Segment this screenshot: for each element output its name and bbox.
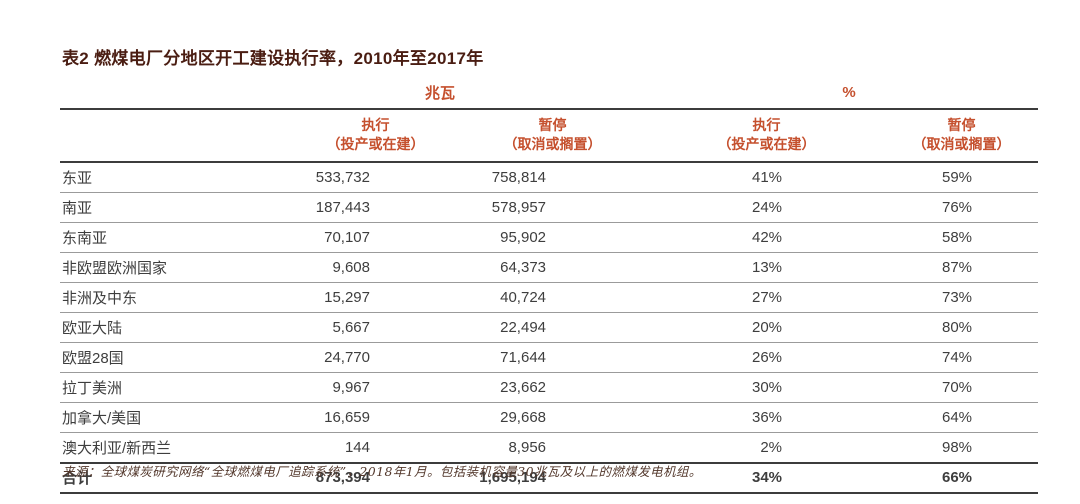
value-cell: 20% [660, 312, 864, 343]
mw-group-header: 兆瓦 [260, 82, 661, 110]
value-cell: 758,814 [465, 161, 661, 193]
value-cell: 30% [660, 372, 864, 403]
table-title: 表2 燃煤电厂分地区开工建设执行率，2010年至2017年 [62, 49, 484, 68]
header-line1: 暂停 [538, 117, 567, 133]
header-line1: 暂停 [947, 117, 976, 133]
table-row: 东亚 533,732 758,814 41% 59% [60, 161, 1039, 193]
unit-group-row: 兆瓦 % [60, 82, 1039, 110]
header-line2: （取消或搁置） [912, 135, 1011, 152]
value-cell: 64,373 [465, 252, 661, 283]
value-cell: 71,644 [465, 342, 661, 373]
value-cell: 29,668 [465, 402, 661, 433]
value-cell: 144 [260, 432, 465, 464]
value-cell: 13% [660, 252, 864, 283]
value-cell: 95,902 [465, 222, 661, 253]
value-cell: 578,957 [465, 192, 661, 223]
value-cell: 40,724 [465, 282, 661, 313]
region-cell: 加拿大/美国 [60, 402, 260, 433]
table-row: 非洲及中东 15,297 40,724 27% 73% [60, 282, 1039, 313]
region-cell: 欧亚大陆 [60, 312, 260, 343]
region-cell: 澳大利亚/新西兰 [60, 432, 260, 464]
table-body: 东亚 533,732 758,814 41% 59% 南亚 187,443 578,957 24… [60, 161, 1039, 464]
total-value-cell: 1,695,194 [465, 461, 661, 494]
header-line2: （投产或在建） [717, 135, 816, 152]
value-cell: 27% [660, 282, 864, 313]
table-row: 澳大利亚/新西兰 144 8,956 2% 98% [60, 432, 1039, 464]
region-cell: 非欧盟欧洲国家 [60, 252, 260, 283]
region-column-header [60, 109, 260, 163]
region-cell: 拉丁美洲 [60, 372, 260, 403]
total-value-cell: 873,394 [260, 461, 465, 494]
pct-halted-column-header: 暂停 （取消或搁置） [863, 109, 1039, 163]
region-cell: 南亚 [60, 192, 260, 223]
total-value-cell: 34% [660, 461, 864, 494]
total-value-cell: 66% [863, 461, 1039, 494]
value-cell: 74% [863, 342, 1039, 373]
value-cell: 16,659 [260, 402, 465, 433]
value-cell: 24% [660, 192, 864, 223]
value-cell: 8,956 [465, 432, 661, 464]
value-cell: 70,107 [260, 222, 465, 253]
header-line1: 执行 [361, 117, 390, 133]
coal-execution-table: 兆瓦 % 执行 （投产或在建） 暂停 （取消或搁置） 执行 （投产或在建） 暂停… [60, 82, 1039, 494]
total-region-cell: 合计 [60, 461, 260, 494]
table-row: 欧亚大陆 5,667 22,494 20% 80% [60, 312, 1039, 343]
region-cell: 欧盟28国 [60, 342, 260, 373]
header-line2: （取消或搁置） [503, 135, 602, 152]
mw-active-column-header: 执行 （投产或在建） [260, 109, 465, 163]
pct-active-column-header: 执行 （投产或在建） [660, 109, 864, 163]
value-cell: 533,732 [260, 161, 465, 193]
table-row: 加拿大/美国 16,659 29,668 36% 64% [60, 402, 1039, 433]
table-row: 南亚 187,443 578,957 24% 76% [60, 192, 1039, 223]
value-cell: 9,967 [260, 372, 465, 403]
value-cell: 24,770 [260, 342, 465, 373]
value-cell: 26% [660, 342, 864, 373]
table-row: 东南亚 70,107 95,902 42% 58% [60, 222, 1039, 253]
value-cell: 23,662 [465, 372, 661, 403]
table-row: 拉丁美洲 9,967 23,662 30% 70% [60, 372, 1039, 403]
column-header-row: 执行 （投产或在建） 暂停 （取消或搁置） 执行 （投产或在建） 暂停 （取消或… [60, 109, 1039, 163]
value-cell: 2% [660, 432, 864, 464]
value-cell: 98% [863, 432, 1039, 464]
region-cell: 东亚 [60, 161, 260, 193]
header-line2: （投产或在建） [326, 135, 425, 152]
value-cell: 59% [863, 161, 1039, 193]
value-cell: 42% [660, 222, 864, 253]
value-cell: 22,494 [465, 312, 661, 343]
total-row: 合计 873,394 1,695,194 34% 66% [60, 461, 1039, 494]
empty-corner-cell [60, 82, 260, 110]
value-cell: 64% [863, 402, 1039, 433]
value-cell: 5,667 [260, 312, 465, 343]
region-cell: 东南亚 [60, 222, 260, 253]
table-row: 非欧盟欧洲国家 9,608 64,373 13% 87% [60, 252, 1039, 283]
mw-halted-column-header: 暂停 （取消或搁置） [465, 109, 661, 163]
source-note: 来源：全球煤炭研究网络“全球燃煤电厂追踪系统”，2018年1月。包括装机容量30… [62, 464, 702, 479]
header-line1: 执行 [752, 117, 781, 133]
value-cell: 41% [660, 161, 864, 193]
value-cell: 80% [863, 312, 1039, 343]
value-cell: 15,297 [260, 282, 465, 313]
value-cell: 87% [863, 252, 1039, 283]
value-cell: 73% [863, 282, 1039, 313]
table-row: 欧盟28国 24,770 71,644 26% 74% [60, 342, 1039, 373]
value-cell: 187,443 [260, 192, 465, 223]
value-cell: 58% [863, 222, 1039, 253]
value-cell: 70% [863, 372, 1039, 403]
value-cell: 9,608 [260, 252, 465, 283]
value-cell: 76% [863, 192, 1039, 223]
value-cell: 36% [660, 402, 864, 433]
pct-group-header: % [660, 82, 1039, 110]
region-cell: 非洲及中东 [60, 282, 260, 313]
